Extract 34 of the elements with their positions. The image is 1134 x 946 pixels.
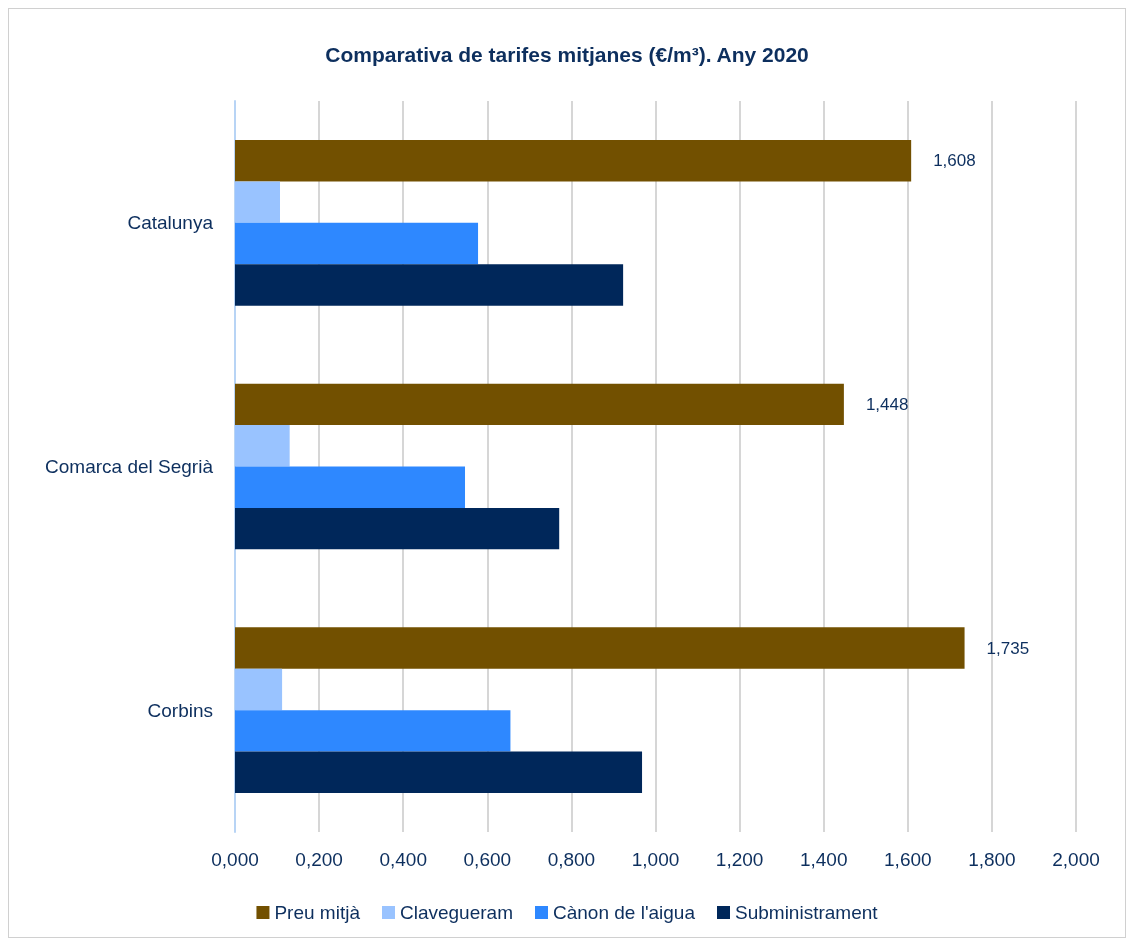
x-tick-label: 0,400 <box>379 849 427 870</box>
data-label: 1,448 <box>865 394 909 414</box>
bar <box>235 222 479 265</box>
legend-label: Preu mitjà <box>274 902 361 923</box>
x-tick-label: 0,200 <box>295 849 343 870</box>
bar <box>235 139 912 182</box>
bar <box>235 466 466 508</box>
bar <box>235 383 844 426</box>
chart-title: Comparativa de tarifes mitjanes (€/m³). Any 2020 <box>325 43 809 66</box>
legend-label: Cànon de l'aigua <box>552 902 696 923</box>
x-tick-label: 1,600 <box>884 849 932 870</box>
x-tick-label: 1,000 <box>631 849 680 870</box>
x-tick-label: 1,400 <box>799 849 848 870</box>
data-label: 1,608 <box>933 151 976 171</box>
y-tick-label: Corbins <box>147 699 213 721</box>
bar <box>235 627 965 669</box>
x-tick-label: 1,200 <box>715 849 764 870</box>
x-tick-label: 2,000 <box>1052 849 1100 870</box>
bar <box>235 425 290 467</box>
x-tick-label: 0,000 <box>211 849 259 870</box>
bar <box>235 710 511 752</box>
bar <box>235 507 560 550</box>
legend-label: Subministrament <box>734 902 879 923</box>
x-tick-label: 0,800 <box>547 849 596 870</box>
bar <box>235 264 624 306</box>
bar <box>235 751 643 794</box>
y-tick-label: Catalunya <box>127 212 214 234</box>
x-tick-label: 1,800 <box>968 849 1016 870</box>
data-label: 1,735 <box>986 638 1030 658</box>
legend-label: Clavegueram <box>399 902 513 923</box>
y-tick-label: Comarca del Segrià <box>45 456 214 477</box>
bar <box>235 668 283 711</box>
bar <box>235 181 280 223</box>
x-tick-label: 0,600 <box>463 849 512 870</box>
